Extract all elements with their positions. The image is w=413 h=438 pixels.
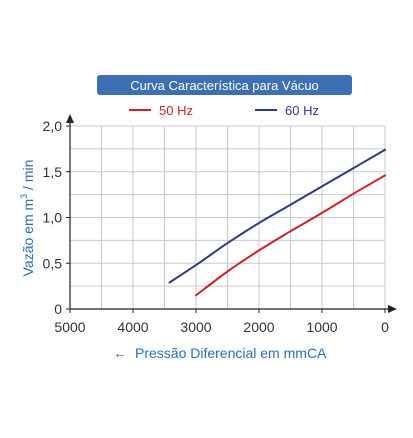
x-axis-label-arrow: ← <box>113 345 127 361</box>
legend-label-60hz: 60 Hz <box>285 103 319 118</box>
grid-lines <box>70 125 386 309</box>
x-tick-label: 2000 <box>243 319 274 335</box>
series-line-50hz <box>195 174 386 297</box>
y-tick-label: 0,5 <box>43 255 63 271</box>
chart-title-banner: Curva Característica para Vácuo <box>97 75 352 95</box>
x-axis-label: ← Pressão Diferencial em mmCA <box>113 345 327 361</box>
legend-label-50hz: 50 Hz <box>159 103 193 118</box>
legend: 50 Hz 60 Hz <box>129 103 319 118</box>
y-axis-label-tail: / min <box>20 160 36 194</box>
axes <box>66 114 397 313</box>
x-axis-label-text: Pressão Diferencial em mmCA <box>135 345 327 361</box>
x-axis-arrow <box>388 305 397 313</box>
chart-title: Curva Característica para Vácuo <box>130 78 319 93</box>
y-tick-label: 2,0 <box>43 118 63 134</box>
y-axis-label-main: Vazão em m <box>20 199 36 277</box>
y-axis-label: Vazão em m3 / min <box>19 160 36 277</box>
x-axis-ticks: 5000 4000 3000 2000 1000 0 <box>54 309 389 335</box>
x-tick-label: 3000 <box>180 319 211 335</box>
y-axis-label-superscript: 3 <box>19 194 29 199</box>
x-tick-label: 5000 <box>54 319 85 335</box>
y-tick-label: 0 <box>54 301 62 317</box>
x-tick-label: 1000 <box>306 319 337 335</box>
y-tick-label: 1,0 <box>43 210 63 226</box>
x-tick-label: 0 <box>381 319 389 335</box>
series-lines <box>168 148 386 297</box>
y-tick-label: 1,5 <box>43 164 63 180</box>
y-axis-ticks: 0 0,5 1,0 1,5 2,0 <box>43 118 70 317</box>
chart-title-background <box>97 75 352 95</box>
y-axis-arrow <box>66 114 74 123</box>
x-tick-label: 4000 <box>117 319 148 335</box>
series-line-60hz <box>168 148 386 284</box>
